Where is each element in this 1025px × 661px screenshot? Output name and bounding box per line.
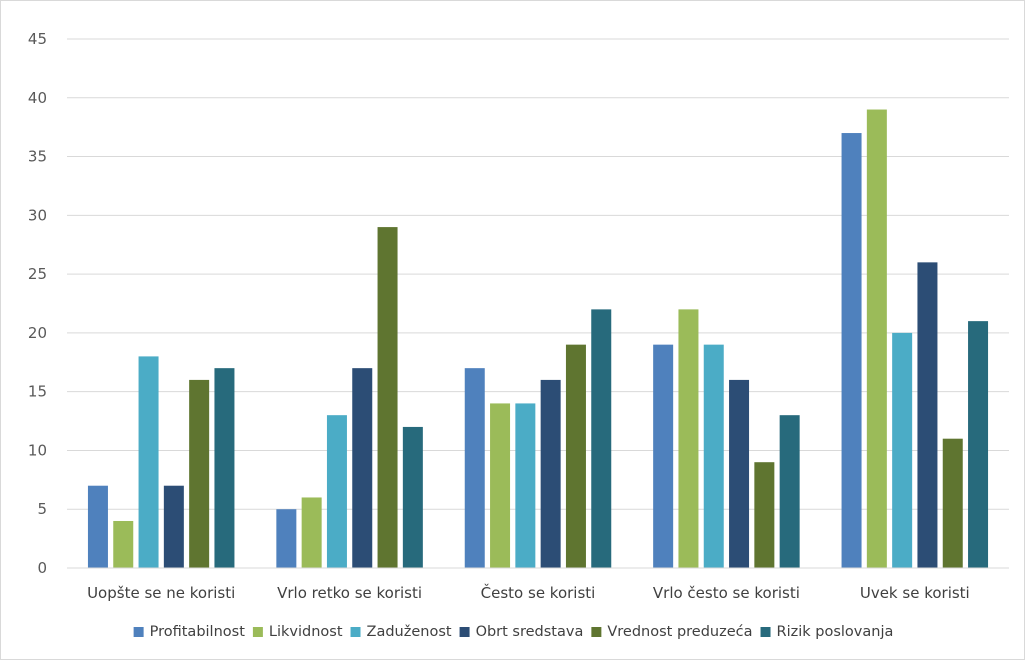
bar: [892, 332, 913, 568]
y-tick-label: 40: [28, 89, 47, 107]
legend-item: Rizik poslovanja: [760, 624, 894, 640]
legend-item: Obrt sredstava: [459, 624, 584, 640]
legend-label: Zaduženost: [367, 624, 452, 640]
bar: [653, 344, 674, 568]
bar: [402, 426, 423, 568]
x-category-label: Često se koristi: [481, 583, 596, 602]
bars: [87, 109, 989, 569]
legend-swatch: [459, 627, 470, 637]
bar: [214, 368, 235, 568]
bar: [942, 438, 963, 568]
legend-label: Likvidnost: [269, 624, 343, 640]
bar: [565, 344, 586, 568]
y-tick-label: 30: [28, 206, 47, 224]
bar: [189, 379, 210, 568]
legend-label: Obrt sredstava: [476, 624, 584, 640]
legend-swatch: [591, 627, 602, 637]
bar: [352, 368, 373, 568]
bar: [276, 509, 297, 568]
bar: [841, 133, 862, 569]
legend-item: Vrednost preduzeća: [591, 624, 753, 640]
bar: [540, 379, 561, 568]
x-category-label: Uvek se koristi: [860, 584, 970, 602]
legend-swatch: [252, 627, 263, 637]
bar: [490, 403, 511, 568]
y-tick-label: 0: [37, 559, 47, 577]
bar: [754, 462, 775, 568]
bar: [779, 415, 800, 568]
bar: [377, 227, 398, 569]
legend: Profitabilnost Likvidnost Zaduženost Obrt s…: [133, 624, 894, 640]
bar: [326, 415, 347, 568]
y-axis-ticks: 0 5 10 15 20 25 30 35 40 45: [28, 30, 47, 577]
bar: [968, 321, 989, 568]
y-tick-label: 20: [28, 324, 47, 342]
bar: [138, 356, 159, 568]
bar: [678, 309, 699, 568]
bar: [163, 485, 184, 568]
bar: [113, 520, 134, 568]
x-category-label: Vrlo retko se koristi: [277, 584, 422, 602]
bar: [917, 262, 938, 568]
y-tick-label: 10: [28, 441, 47, 459]
bar: [703, 344, 724, 568]
bar: [464, 368, 485, 568]
bar: [591, 309, 612, 568]
legend-label: Profitabilnost: [150, 624, 246, 640]
x-axis: Uopšte se ne koristi Vrlo retko se korist…: [67, 567, 1009, 602]
bar: [515, 403, 536, 568]
y-tick-label: 15: [28, 383, 47, 401]
bar: [301, 497, 322, 568]
y-tick-label: 35: [28, 148, 47, 166]
legend-item: Zaduženost: [350, 624, 452, 640]
legend-swatch: [133, 627, 144, 637]
legend-label: Rizik poslovanja: [777, 624, 894, 640]
legend-swatch: [760, 627, 771, 637]
legend-item: Likvidnost: [252, 624, 343, 640]
legend-item: Profitabilnost: [133, 624, 246, 640]
bar: [87, 485, 108, 568]
bar: [729, 379, 750, 568]
y-tick-label: 45: [28, 30, 47, 48]
y-tick-label: 5: [37, 500, 47, 518]
legend-label: Vrednost preduzeća: [607, 624, 752, 640]
bar: [866, 109, 887, 569]
y-tick-label: 25: [28, 265, 47, 283]
x-category-label: Uopšte se ne koristi: [87, 584, 235, 602]
x-category-label: Vrlo često se koristi: [653, 584, 800, 602]
legend-swatch: [350, 627, 361, 637]
